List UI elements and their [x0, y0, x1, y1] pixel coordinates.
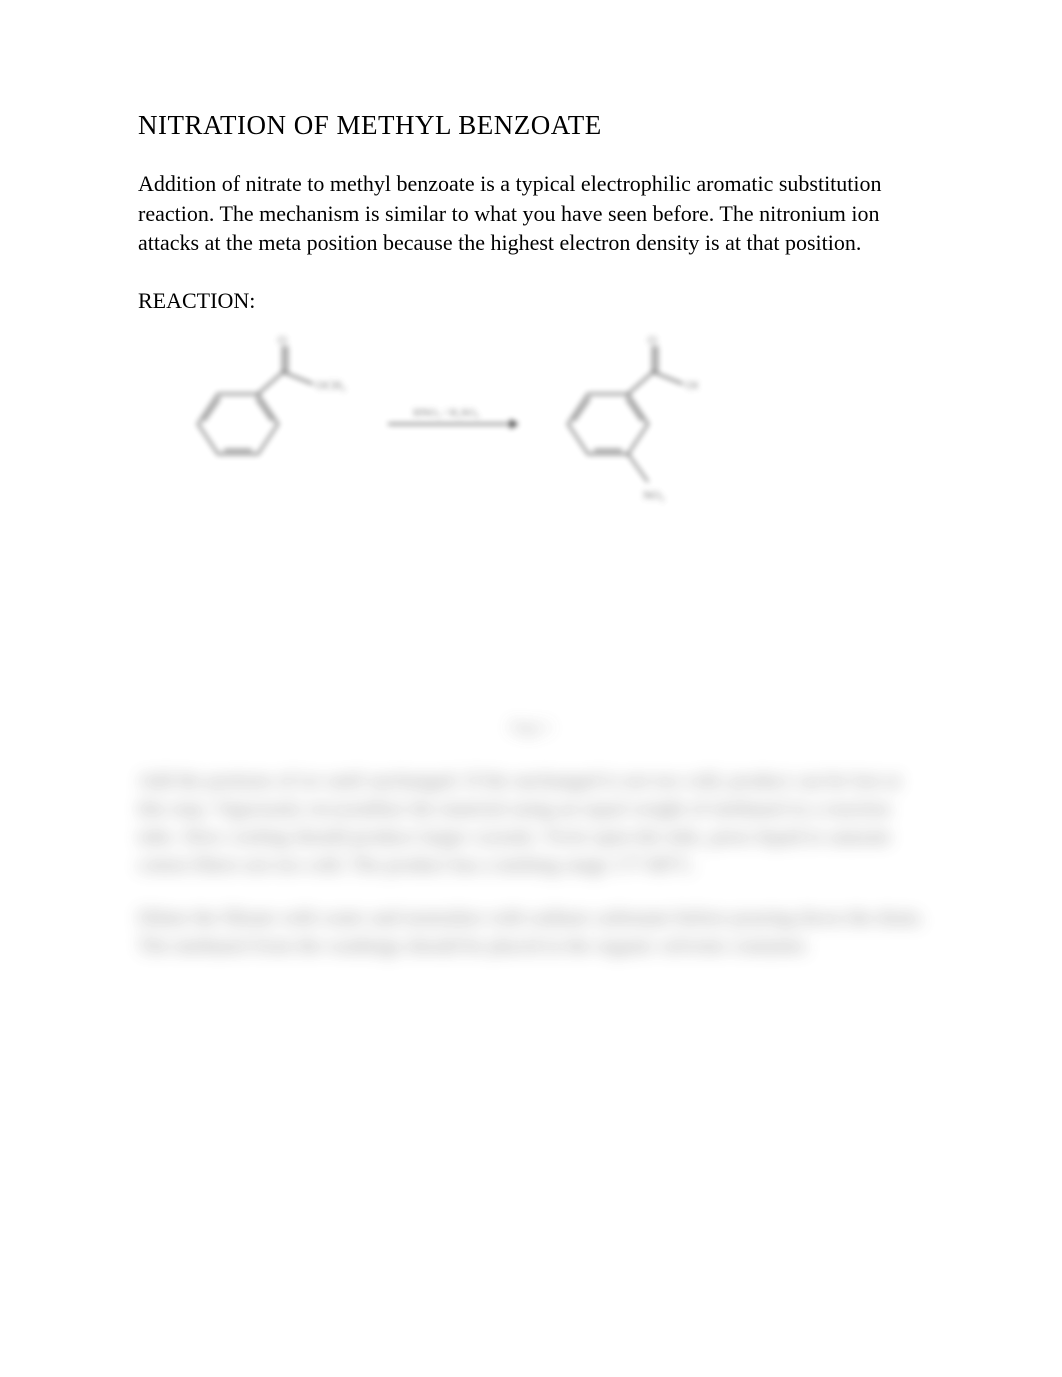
reaction-scheme: O OCH₃ HNO₃ / H₂SO₄ O OCH₃ [138, 334, 924, 554]
reactant-structure: O OCH₃ [198, 334, 346, 454]
page-title: NITRATION OF METHYL BENZOATE [138, 110, 924, 141]
blurred-paragraph-2: Dilute the filtrate with water and neutr… [138, 904, 924, 960]
reactant-och3-label: OCH₃ [316, 378, 346, 392]
reagent-label: HNO₃ / H₂SO₄ [413, 407, 479, 419]
intro-paragraph: Addition of nitrate to methyl benzoate i… [138, 169, 924, 258]
product-no2-label: NO₂ [643, 488, 665, 502]
reactant-o-label: O [278, 334, 287, 347]
product-structure: O OCH₃ NO₂ [568, 334, 698, 502]
blurred-content: Page 1 Add the portions of ice until unc… [138, 720, 924, 1257]
blurred-paragraph-1: Add the portions of ice until unchanged.… [138, 767, 924, 879]
product-och3-label: OCH₃ [686, 378, 698, 392]
page-number: Page 1 [138, 720, 924, 737]
product-o-label: O [648, 334, 657, 347]
reaction-label: REACTION: [138, 288, 924, 314]
reaction-arrow: HNO₃ / H₂SO₄ [388, 407, 518, 429]
